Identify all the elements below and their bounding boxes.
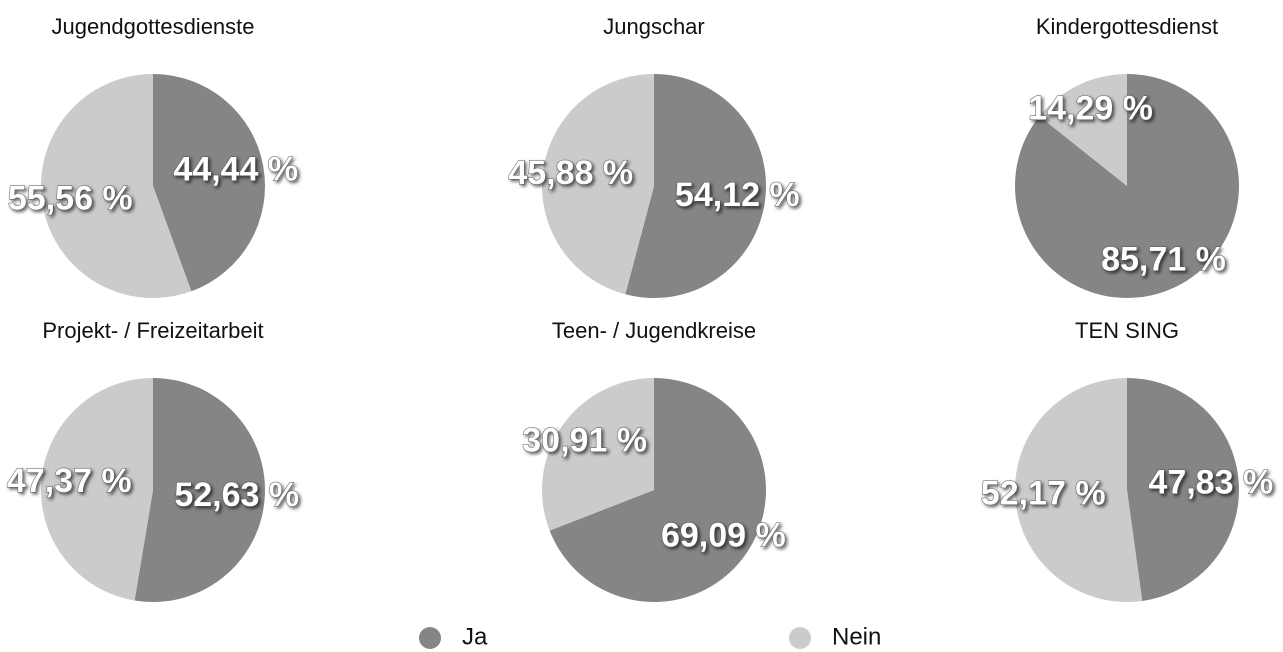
- pie-slice: [542, 74, 654, 295]
- data-label: 85,71 %: [1101, 241, 1226, 279]
- legend-label: Nein: [832, 623, 881, 650]
- pie-slice: [134, 378, 265, 602]
- data-label: 45,88 %: [508, 154, 633, 192]
- data-label: 52,63 %: [174, 476, 299, 514]
- chart-title: TEN SING: [1075, 318, 1179, 343]
- pie-slice: [549, 378, 767, 603]
- data-label: 55,56 %: [8, 180, 133, 218]
- data-label: 47,83 %: [1148, 463, 1273, 501]
- pie-slice: [542, 378, 654, 531]
- legend-marker: [419, 627, 441, 649]
- pie-slice: [40, 378, 153, 601]
- data-label: 30,91 %: [522, 422, 647, 460]
- legend-label: Ja: [462, 623, 488, 650]
- pie-slice: [1015, 378, 1143, 602]
- pie-slice: [1127, 378, 1240, 601]
- pie-slice: [1039, 74, 1127, 186]
- data-label: 69,09 %: [661, 516, 786, 554]
- pie-slice: [625, 74, 767, 298]
- legend-marker: [789, 627, 811, 649]
- pie-slice: [40, 74, 192, 299]
- chart-title: Projekt- / Freizeitarbeit: [42, 318, 263, 343]
- chart-title: Jugendgottesdienste: [51, 14, 254, 39]
- pie-slice: [153, 74, 265, 292]
- data-label: 14,29 %: [1028, 89, 1153, 127]
- chart-title: Kindergottesdienst: [1036, 14, 1218, 39]
- chart-title: Teen- / Jugendkreise: [552, 318, 756, 343]
- chart-title: Jungschar: [603, 14, 705, 39]
- data-label: 54,12 %: [675, 176, 800, 214]
- data-label: 44,44 %: [173, 150, 298, 188]
- data-label: 47,37 %: [7, 462, 132, 500]
- data-label: 52,17 %: [981, 475, 1106, 513]
